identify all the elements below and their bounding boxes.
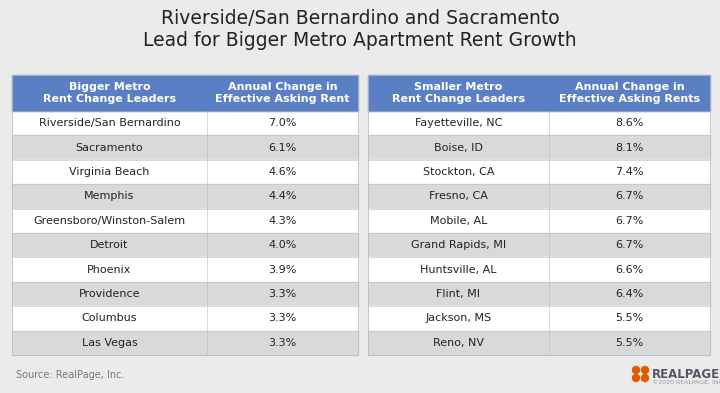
Bar [549, 136, 710, 160]
Text: 6.1%: 6.1% [269, 143, 297, 152]
Bar [549, 233, 710, 257]
Bar [549, 282, 710, 306]
Text: 6.7%: 6.7% [616, 240, 644, 250]
Bar [368, 160, 549, 184]
Text: Annual Change in
Effective Asking Rent: Annual Change in Effective Asking Rent [215, 82, 350, 105]
Bar [549, 257, 710, 282]
Bar [368, 282, 549, 306]
Text: Memphis: Memphis [84, 191, 135, 201]
Text: 7.4%: 7.4% [616, 167, 644, 177]
Text: 3.3%: 3.3% [269, 313, 297, 323]
Text: Las Vegas: Las Vegas [81, 338, 138, 348]
Text: Sacramento: Sacramento [76, 143, 143, 152]
Text: Flint, MI: Flint, MI [436, 289, 480, 299]
Bar [368, 75, 710, 355]
Circle shape [632, 375, 639, 382]
Text: 4.0%: 4.0% [269, 240, 297, 250]
Text: 4.6%: 4.6% [269, 167, 297, 177]
Text: 4.3%: 4.3% [269, 216, 297, 226]
Bar [207, 282, 358, 306]
Text: 3.9%: 3.9% [269, 264, 297, 275]
Circle shape [632, 367, 639, 373]
Text: Providence: Providence [78, 289, 140, 299]
Bar [12, 111, 207, 136]
Text: 4.4%: 4.4% [269, 191, 297, 201]
Text: 8.6%: 8.6% [616, 118, 644, 128]
Bar [12, 136, 207, 160]
Text: Jackson, MS: Jackson, MS [426, 313, 492, 323]
Bar [207, 233, 358, 257]
Bar [368, 306, 549, 331]
Text: 7.0%: 7.0% [269, 118, 297, 128]
Bar [207, 257, 358, 282]
Bar [207, 331, 358, 355]
Bar [12, 209, 207, 233]
Bar [12, 160, 207, 184]
Bar [549, 160, 710, 184]
Text: Virginia Beach: Virginia Beach [69, 167, 150, 177]
Text: Reno, NV: Reno, NV [433, 338, 484, 348]
Bar [549, 209, 710, 233]
Text: 6.4%: 6.4% [616, 289, 644, 299]
Text: 3.3%: 3.3% [269, 338, 297, 348]
Bar [368, 111, 549, 136]
Text: 6.7%: 6.7% [616, 216, 644, 226]
Bar [207, 184, 358, 209]
Text: REALPAGE: REALPAGE [652, 367, 720, 380]
Circle shape [642, 367, 649, 373]
Bar [549, 331, 710, 355]
Bar [368, 184, 549, 209]
Text: Fayetteville, NC: Fayetteville, NC [415, 118, 502, 128]
Bar [12, 75, 358, 355]
Bar [368, 209, 549, 233]
Bar [207, 160, 358, 184]
Bar [207, 111, 358, 136]
Bar [207, 209, 358, 233]
Bar [12, 331, 207, 355]
Text: Phoenix: Phoenix [87, 264, 132, 275]
Text: 3.3%: 3.3% [269, 289, 297, 299]
Bar [12, 233, 207, 257]
Bar [368, 257, 549, 282]
Bar [207, 75, 358, 111]
Text: Columbus: Columbus [82, 313, 138, 323]
Bar [549, 306, 710, 331]
Text: 6.6%: 6.6% [616, 264, 644, 275]
Text: 5.5%: 5.5% [616, 313, 644, 323]
Text: Bigger Metro
Rent Change Leaders: Bigger Metro Rent Change Leaders [43, 82, 176, 105]
Text: ©2020 REALPAGE, INC.: ©2020 REALPAGE, INC. [652, 380, 720, 384]
Text: Huntsville, AL: Huntsville, AL [420, 264, 497, 275]
Text: Fresno, CA: Fresno, CA [429, 191, 488, 201]
Bar [207, 306, 358, 331]
Text: Source: RealPage, Inc.: Source: RealPage, Inc. [16, 370, 125, 380]
Text: Lead for Bigger Metro Apartment Rent Growth: Lead for Bigger Metro Apartment Rent Gro… [143, 31, 577, 50]
Text: Grand Rapids, MI: Grand Rapids, MI [411, 240, 506, 250]
Text: Boise, ID: Boise, ID [434, 143, 483, 152]
Bar [549, 111, 710, 136]
Bar [549, 184, 710, 209]
Text: 5.5%: 5.5% [616, 338, 644, 348]
Circle shape [642, 375, 649, 382]
Bar [12, 257, 207, 282]
Bar [368, 331, 549, 355]
Bar [207, 136, 358, 160]
Text: Stockton, CA: Stockton, CA [423, 167, 494, 177]
Bar [12, 306, 207, 331]
Bar [549, 75, 710, 111]
Text: Mobile, AL: Mobile, AL [430, 216, 487, 226]
Text: Detroit: Detroit [90, 240, 129, 250]
Text: 6.7%: 6.7% [616, 191, 644, 201]
Text: Greensboro/Winston-Salem: Greensboro/Winston-Salem [33, 216, 186, 226]
Bar [12, 75, 207, 111]
Bar [368, 136, 549, 160]
Bar [12, 282, 207, 306]
Text: Riverside/San Bernardino: Riverside/San Bernardino [39, 118, 180, 128]
Bar [368, 75, 549, 111]
Bar [368, 233, 549, 257]
Text: 8.1%: 8.1% [616, 143, 644, 152]
Bar [12, 184, 207, 209]
Text: Riverside/San Bernardino and Sacramento: Riverside/San Bernardino and Sacramento [161, 9, 559, 28]
Text: Smaller Metro
Rent Change Leaders: Smaller Metro Rent Change Leaders [392, 82, 525, 105]
Text: Annual Change in
Effective Asking Rents: Annual Change in Effective Asking Rents [559, 82, 700, 105]
